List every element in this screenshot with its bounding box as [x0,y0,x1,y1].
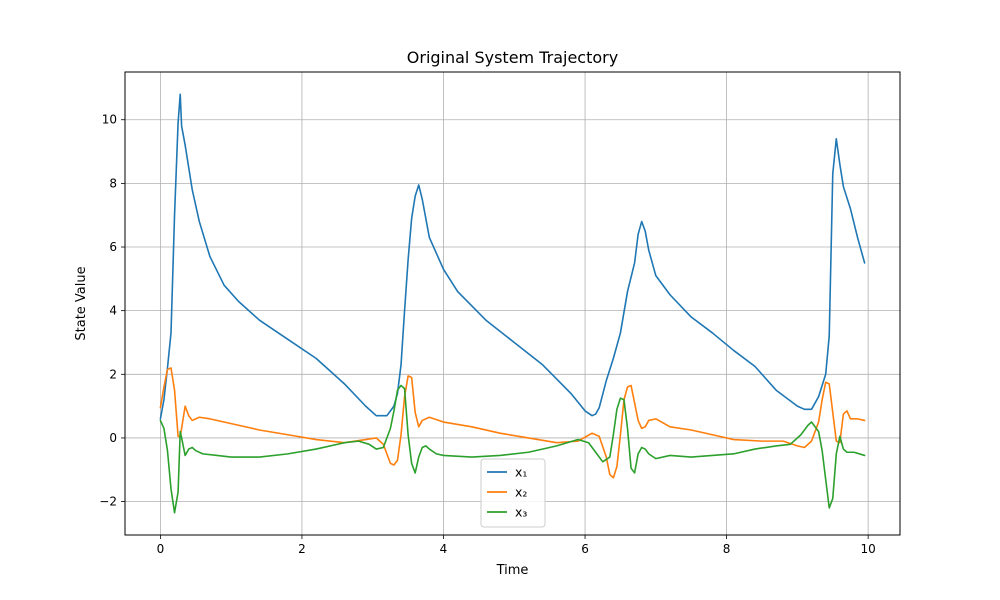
x-tick-label: 4 [440,542,448,556]
x-tick-label: 0 [157,542,165,556]
y-tick-label: 10 [102,113,117,127]
y-tick-label: −2 [99,495,117,509]
legend-box [480,458,546,528]
y-tick-label: 6 [109,240,117,254]
series-line-x3 [159,384,866,514]
y-tick-label: 2 [109,367,117,381]
x-tick-label: 8 [723,542,731,556]
legend-entry-x3: x₃ [515,505,527,520]
plot-frame [124,71,901,536]
y-axis-label: State Value [74,266,89,340]
grid [125,72,900,535]
x-tick-label: 10 [861,542,876,556]
legend-entry-x2: x₂ [515,485,527,500]
series-line-x1 [159,93,866,420]
x-tick-label: 6 [581,542,589,556]
y-tick-label: 0 [109,431,117,445]
chart-title: Original System Trajectory [407,48,618,67]
legend-entry-x1: x₁ [515,465,527,480]
x-axis-label: Time [496,563,529,578]
y-axis-ticks: −2 0 2 4 6 8 10 [99,113,125,509]
legend: x₁ x₂ x₃ [480,458,546,528]
x-axis-ticks: 0 2 4 6 8 10 [157,535,876,556]
y-tick-label: 4 [109,304,117,318]
series-line-x2 [159,367,866,479]
series-lines [159,93,866,514]
y-tick-label: 8 [109,176,117,190]
x-tick-label: 2 [298,542,306,556]
